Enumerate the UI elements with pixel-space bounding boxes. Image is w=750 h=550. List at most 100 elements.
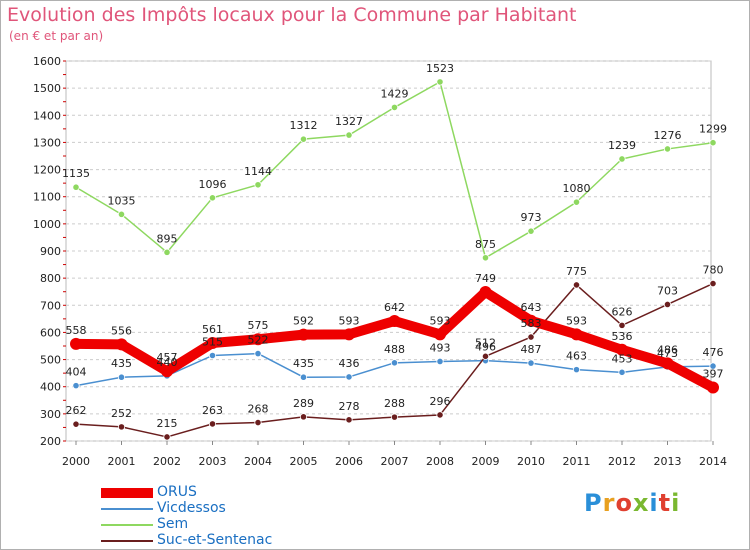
data-label-vicdessos: 440 — [157, 356, 178, 369]
legend-swatch-suc-et-sentenac — [101, 540, 153, 542]
x-tick-label: 2008 — [426, 455, 454, 468]
data-point-suc-et-sentenac — [254, 418, 262, 427]
data-label-suc-et-sentenac: 626 — [612, 305, 633, 318]
data-label-sem: 1096 — [199, 178, 227, 191]
data-point-orus — [297, 328, 310, 341]
data-point-orus — [707, 381, 719, 394]
data-point-suc-et-sentenac — [208, 420, 217, 428]
data-point-orus — [479, 285, 492, 298]
data-point-sem — [436, 78, 444, 86]
logo-letter: t — [658, 489, 672, 517]
data-point-orus — [206, 337, 219, 350]
data-label-suc-et-sentenac: 262 — [66, 404, 87, 417]
data-point-orus — [343, 328, 355, 341]
data-point-suc-et-sentenac — [663, 300, 672, 309]
data-label-vicdessos: 493 — [430, 341, 451, 354]
data-point-suc-et-sentenac — [72, 420, 80, 428]
data-label-orus: 561 — [202, 323, 223, 336]
data-point-sem — [345, 131, 353, 139]
data-point-orus — [161, 365, 173, 378]
legend-label-orus: ORUS — [157, 484, 197, 500]
data-label-suc-et-sentenac: 583 — [521, 317, 542, 330]
data-point-sem — [163, 248, 171, 256]
x-tick-label: 2007 — [381, 455, 409, 468]
y-tick-label: 400 — [40, 381, 61, 394]
data-label-suc-et-sentenac: 252 — [111, 407, 132, 420]
y-tick-label: 800 — [40, 272, 61, 285]
legend-swatch-vicdessos — [101, 508, 153, 510]
data-label-vicdessos: 488 — [384, 343, 405, 356]
data-label-suc-et-sentenac: 289 — [293, 397, 314, 410]
x-tick-label: 2013 — [654, 455, 682, 468]
data-label-vicdessos: 453 — [612, 352, 633, 365]
data-point-orus — [616, 343, 628, 356]
data-label-suc-et-sentenac: 268 — [248, 403, 269, 416]
x-tick-label: 2002 — [153, 455, 181, 468]
data-label-orus: 642 — [384, 301, 405, 314]
data-label-vicdessos: 487 — [521, 343, 542, 356]
data-point-sem — [481, 254, 490, 262]
data-point-vicdessos — [117, 373, 126, 381]
x-tick-label: 2000 — [62, 455, 90, 468]
chart-title: Evolution des Impôts locaux pour la Comm… — [7, 4, 577, 26]
logo-letter: i — [649, 489, 659, 517]
data-point-vicdessos — [709, 362, 717, 370]
data-label-vicdessos: 435 — [111, 357, 132, 370]
data-label-sem: 875 — [475, 238, 496, 251]
data-label-vicdessos: 435 — [293, 357, 314, 370]
y-tick-label: 300 — [40, 408, 61, 421]
data-label-sem: 1523 — [426, 62, 454, 75]
data-label-sem: 1429 — [381, 87, 409, 100]
data-label-sem: 1312 — [290, 119, 318, 132]
data-label-orus: 556 — [111, 324, 132, 337]
y-tick-label: 600 — [40, 326, 61, 339]
data-point-vicdessos — [572, 366, 581, 374]
chart-subtitle: (en € et par an) — [9, 29, 104, 43]
legend-swatch-sem — [101, 524, 153, 526]
data-label-sem: 1080 — [563, 182, 591, 195]
data-point-orus — [570, 328, 583, 341]
data-label-sem: 1327 — [335, 115, 363, 128]
data-point-sem — [618, 155, 626, 163]
data-label-suc-et-sentenac: 775 — [566, 265, 587, 278]
legend-label-sem: Sem — [157, 516, 189, 532]
data-label-sem: 1135 — [62, 167, 90, 180]
data-point-sem — [527, 227, 535, 235]
data-point-suc-et-sentenac — [163, 433, 171, 441]
y-tick-label: 700 — [40, 299, 61, 312]
data-label-vicdessos: 473 — [657, 347, 678, 360]
data-label-orus: 397 — [703, 368, 724, 381]
data-label-orus: 749 — [475, 272, 496, 285]
data-point-sem — [390, 103, 399, 112]
data-point-orus — [115, 338, 128, 351]
data-point-suc-et-sentenac — [345, 416, 353, 424]
data-label-sem: 1276 — [654, 129, 682, 142]
y-tick-label: 1000 — [33, 218, 61, 231]
data-point-sem — [254, 181, 262, 189]
data-label-vicdessos: 404 — [66, 366, 87, 379]
data-label-orus: 486 — [657, 343, 678, 356]
data-point-suc-et-sentenac — [299, 413, 308, 421]
data-point-vicdessos — [390, 359, 399, 367]
data-point-orus — [388, 315, 401, 328]
data-point-vicdessos — [254, 349, 262, 358]
data-point-orus — [661, 357, 674, 370]
data-point-sem — [709, 139, 717, 147]
x-tick-label: 2011 — [563, 455, 591, 468]
y-tick-label: 1300 — [33, 136, 61, 149]
data-point-suc-et-sentenac — [481, 352, 490, 360]
x-tick-label: 2009 — [472, 455, 500, 468]
data-label-suc-et-sentenac: 512 — [475, 336, 496, 349]
data-label-vicdessos: 496 — [475, 341, 496, 354]
data-point-sem — [663, 145, 672, 153]
x-tick-label: 2005 — [290, 455, 318, 468]
y-tick-label: 1600 — [33, 55, 61, 68]
x-tick-label: 2004 — [244, 455, 272, 468]
data-label-suc-et-sentenac: 278 — [339, 400, 360, 413]
data-point-sem — [572, 198, 581, 206]
data-label-suc-et-sentenac: 215 — [157, 417, 178, 430]
data-label-orus: 643 — [521, 301, 542, 314]
y-tick-label: 1200 — [33, 164, 61, 177]
data-label-sem: 895 — [157, 232, 178, 245]
